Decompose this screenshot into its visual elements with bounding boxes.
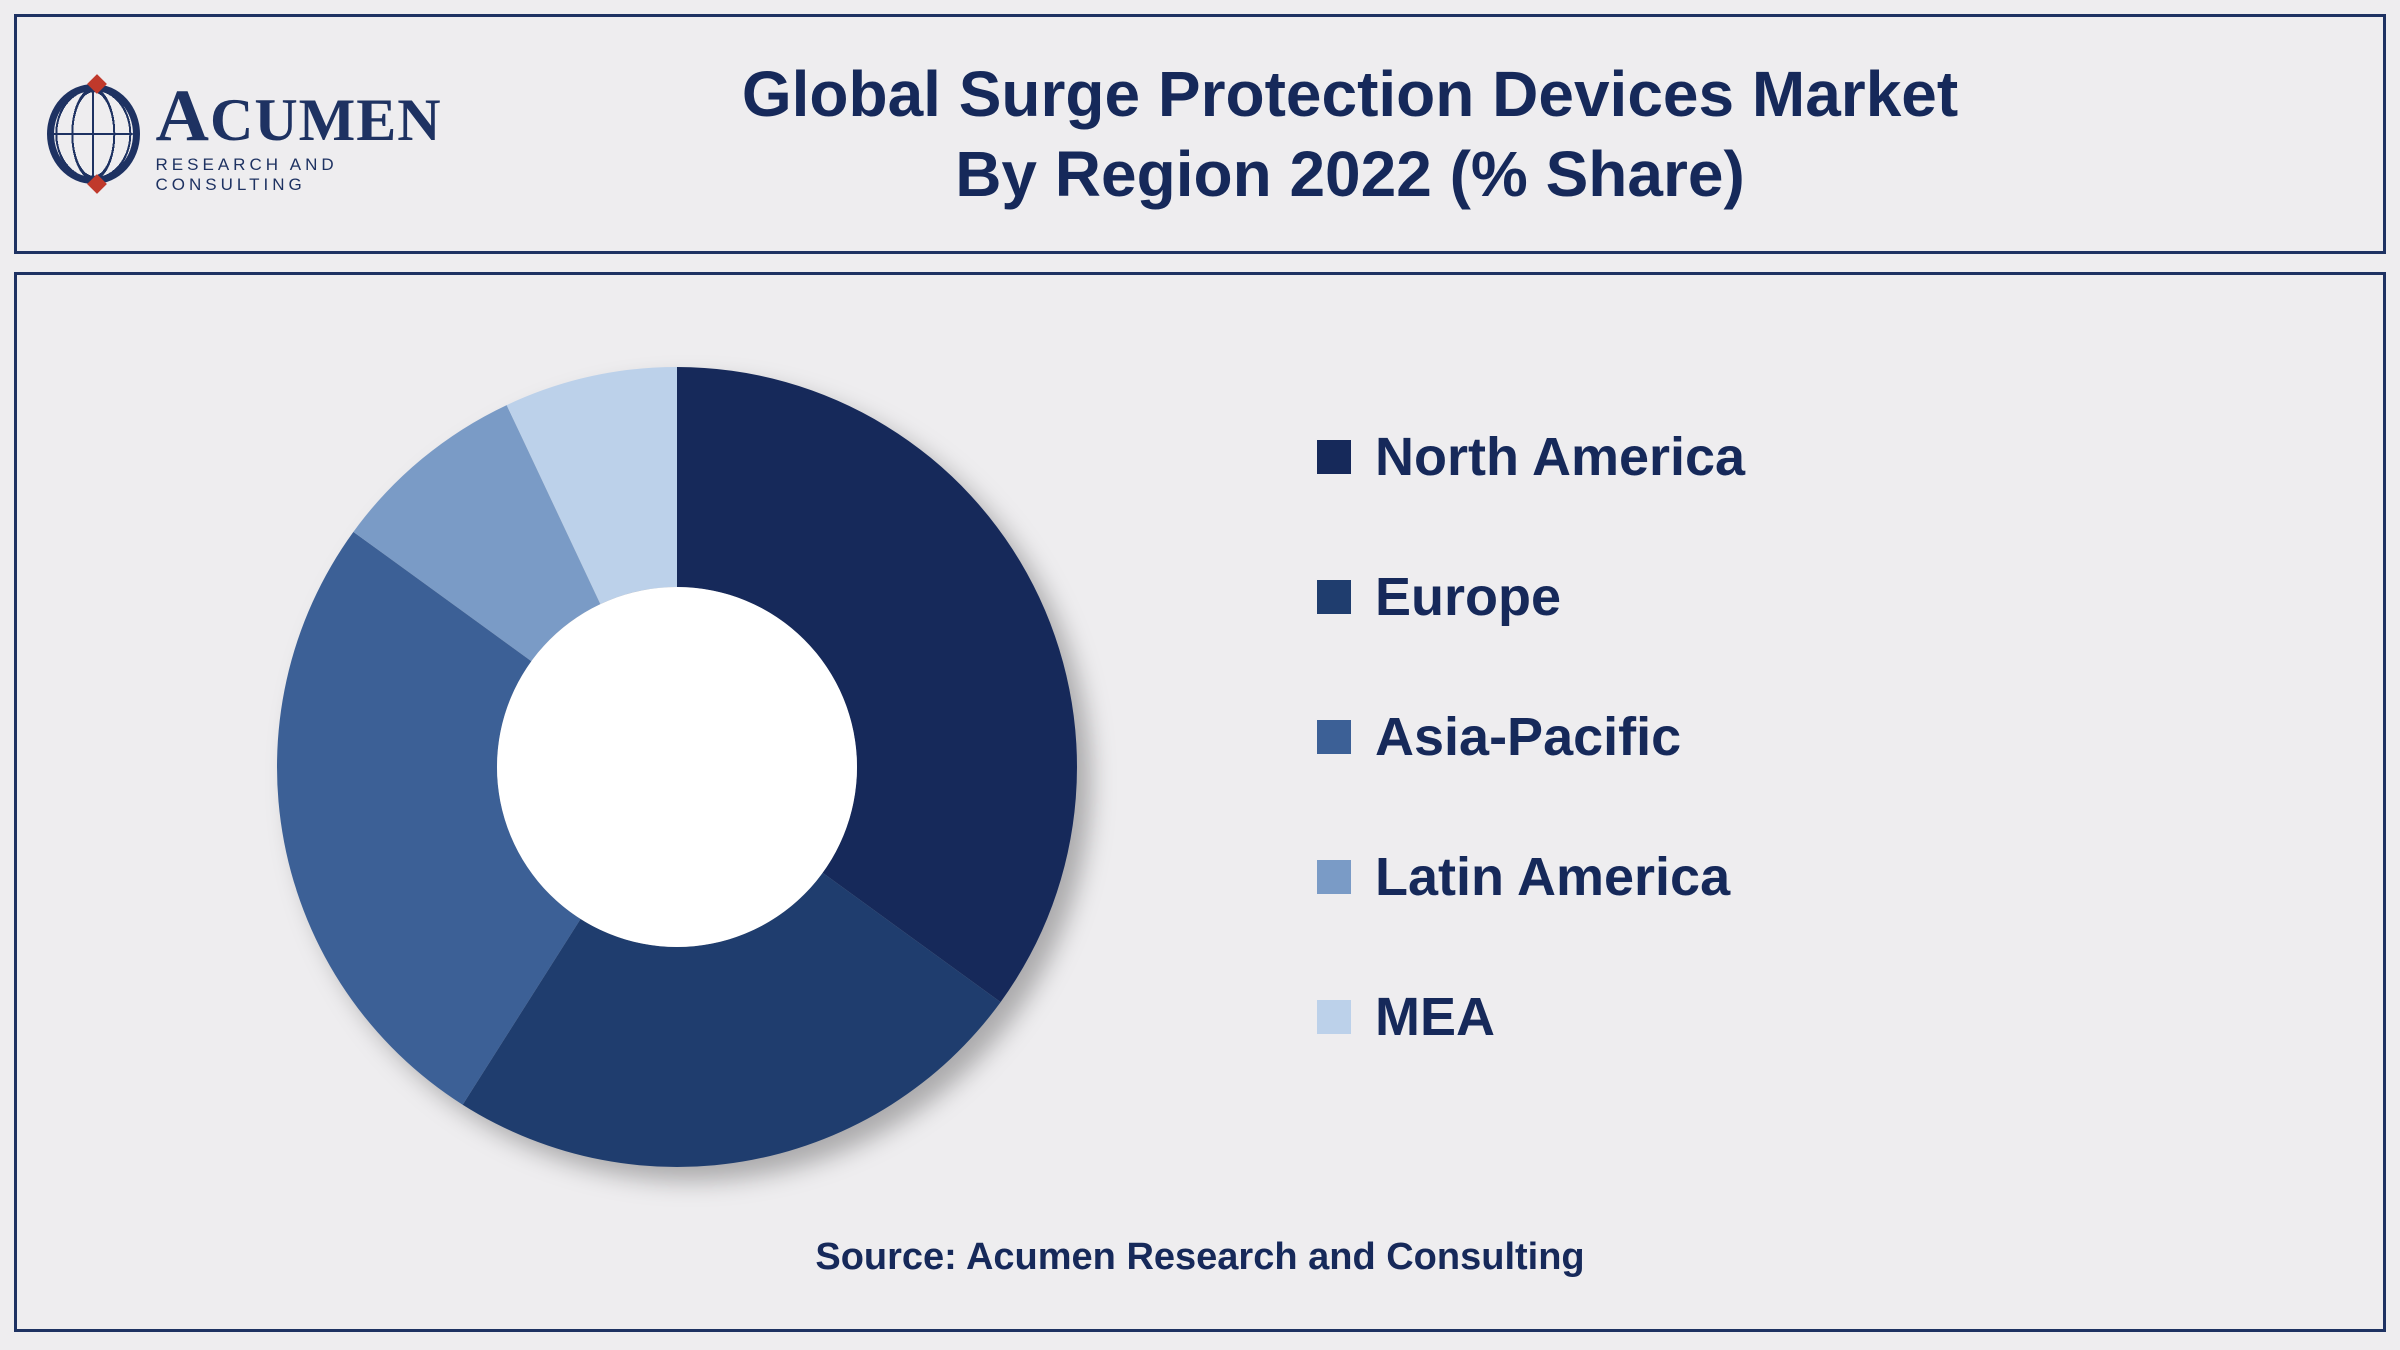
legend-label: MEA	[1375, 986, 1495, 1048]
legend-label: North America	[1375, 426, 1745, 488]
legend-swatch	[1317, 1000, 1351, 1034]
donut-chart	[237, 327, 1117, 1207]
legend-item: MEA	[1317, 986, 2323, 1048]
legend-item: Europe	[1317, 566, 2323, 628]
brand-text: ACUMEN RESEARCH AND CONSULTING	[156, 74, 467, 195]
globe-icon	[47, 84, 140, 184]
page-root: ACUMEN RESEARCH AND CONSULTING Global Su…	[0, 0, 2400, 1350]
legend-label: Europe	[1375, 566, 1561, 628]
source-label: Source: Acumen Research and Consulting	[77, 1218, 2323, 1309]
legend-item: Asia-Pacific	[1317, 706, 2323, 768]
chart-body: North America Europe Asia-Pacific Latin Ame…	[77, 315, 2323, 1218]
legend-swatch	[1317, 580, 1351, 614]
brand-name: ACUMEN	[156, 74, 467, 159]
chart-panel: North America Europe Asia-Pacific Latin Ame…	[14, 272, 2386, 1332]
legend-swatch	[1317, 860, 1351, 894]
chart-legend: North America Europe Asia-Pacific Latin Ame…	[1277, 426, 2323, 1108]
legend-label: Latin America	[1375, 846, 1730, 908]
donut-wrap	[77, 327, 1277, 1207]
donut-hole	[497, 587, 857, 947]
title-line-1: Global Surge Protection Devices Market	[467, 54, 2233, 134]
chart-title: Global Surge Protection Devices Market B…	[467, 54, 2353, 214]
legend-item: Latin America	[1317, 846, 2323, 908]
title-panel: ACUMEN RESEARCH AND CONSULTING Global Su…	[14, 14, 2386, 254]
legend-swatch	[1317, 440, 1351, 474]
legend-item: North America	[1317, 426, 2323, 488]
legend-label: Asia-Pacific	[1375, 706, 1681, 768]
brand-subtitle: RESEARCH AND CONSULTING	[156, 155, 467, 195]
legend-swatch	[1317, 720, 1351, 754]
title-line-2: By Region 2022 (% Share)	[467, 134, 2233, 214]
brand-logo: ACUMEN RESEARCH AND CONSULTING	[47, 74, 467, 195]
